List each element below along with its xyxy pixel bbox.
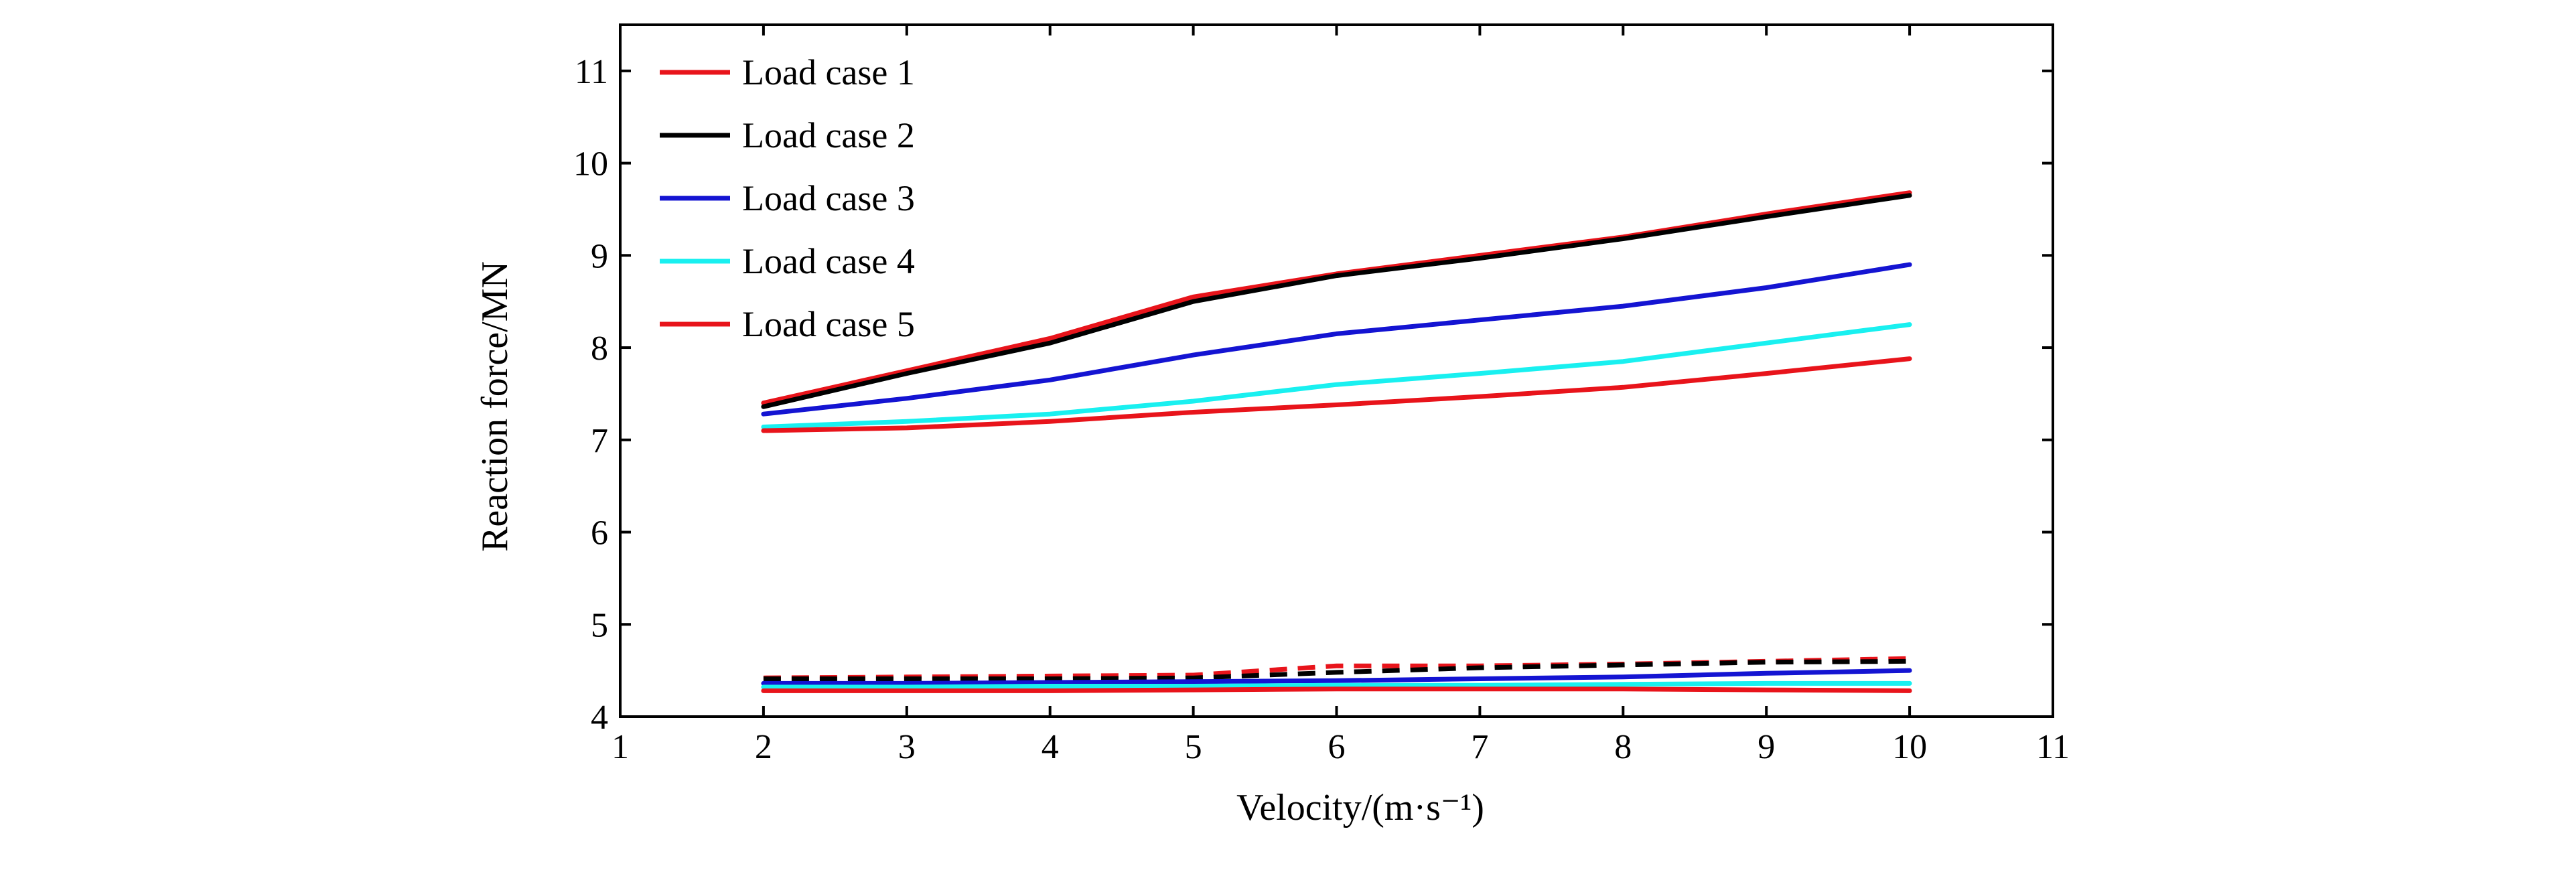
legend-label: Load case 4 [742, 241, 915, 281]
legend-label: Load case 5 [742, 304, 915, 344]
x-tick-label: 10 [1892, 728, 1927, 766]
series-line-4 [761, 322, 1912, 429]
legend-label: Load case 2 [742, 115, 915, 155]
y-tick-label: 9 [591, 237, 608, 275]
series-line-2 [761, 193, 1912, 409]
x-axis-title: Velocity/(m·s⁻¹) [1236, 787, 1484, 828]
y-tick-label: 4 [591, 699, 608, 737]
y-tick-label: 5 [591, 606, 608, 644]
legend: Load case 1 Load case 2 Load case 3 Load ca… [660, 52, 915, 344]
y-tick-label: 7 [591, 422, 608, 460]
axes-layer: 1 2 3 4 5 6 7 8 9 10 11 4 5 6 7 8 9 10 11 [573, 23, 2070, 766]
x-tick-label: 4 [1042, 728, 1059, 766]
x-tick-label: 9 [1758, 728, 1775, 766]
series-line-9 [761, 680, 1912, 690]
y-tick-label: 10 [573, 145, 608, 184]
x-tick-label: 6 [1328, 728, 1346, 766]
x-tick-label: 8 [1614, 728, 1632, 766]
series-layer [761, 190, 1912, 693]
x-tick-label: 5 [1185, 728, 1202, 766]
y-tick-label: 6 [591, 514, 608, 553]
x-tick-label: 7 [1471, 728, 1488, 766]
series-line-8 [761, 668, 1912, 686]
series-line-10 [761, 686, 1912, 693]
legend-label: Load case 3 [742, 178, 915, 218]
series-line-3 [761, 262, 1912, 417]
series-line-6 [763, 656, 1910, 680]
y-tick-label: 8 [591, 330, 608, 368]
x-tick-label: 1 [612, 728, 629, 766]
x-tick-label: 2 [755, 728, 772, 766]
series-line-7 [763, 658, 1910, 681]
x-tick-label: 11 [2036, 728, 2070, 766]
x-tick-label: 3 [898, 728, 916, 766]
legend-label: Load case 1 [742, 52, 915, 92]
series-line-5 [761, 356, 1912, 433]
series-line-1 [761, 190, 1912, 406]
y-tick-label: 11 [575, 53, 608, 91]
y-axis-title: Reaction force/MN [474, 261, 516, 552]
